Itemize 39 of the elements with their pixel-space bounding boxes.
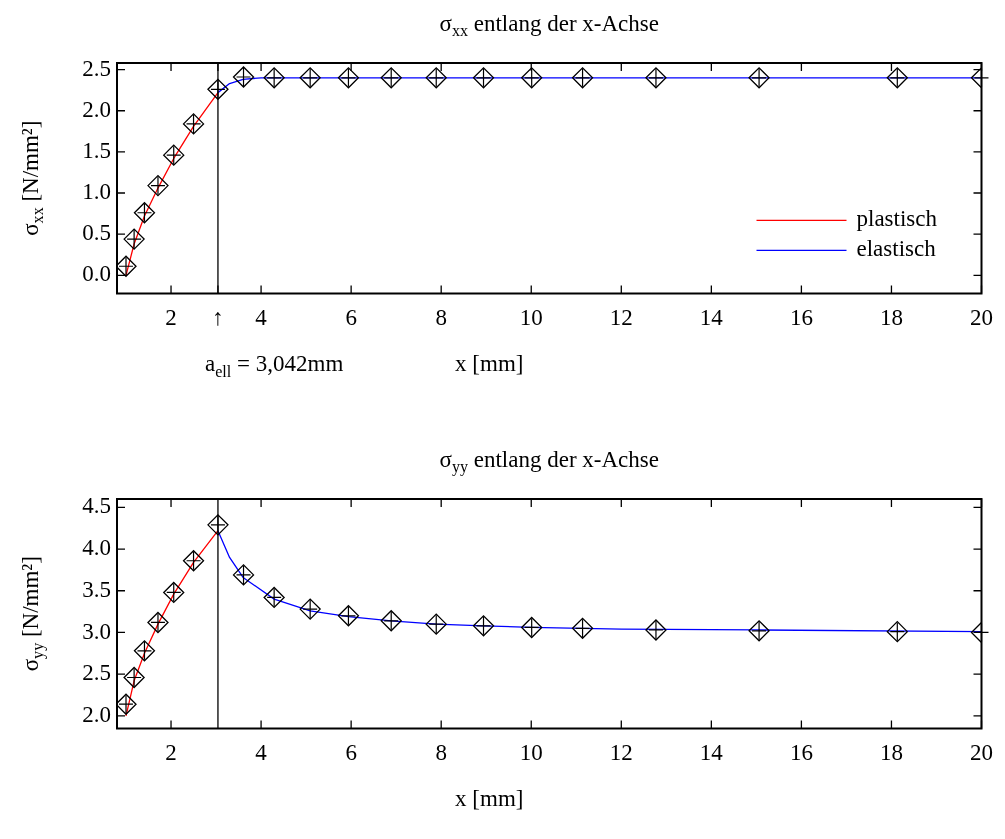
x-tick-label: 12	[609, 740, 633, 766]
y-tick-label: 2.5	[82, 55, 111, 81]
x-tick-label: 14	[699, 740, 724, 766]
x-tick-label: 20	[970, 740, 993, 766]
y-tick-label: 0.0	[82, 261, 111, 287]
x-tick-label: 12	[609, 305, 633, 331]
y-tick-label: 2.0	[82, 96, 111, 122]
x-tick-label: 8	[435, 740, 447, 766]
y-axis-title: σyy [N/mm²]	[18, 556, 48, 672]
legend-label: elastisch	[856, 236, 937, 262]
y-axis-title: σxx [N/mm²]	[18, 120, 47, 236]
y-tick-label: 3.0	[82, 618, 111, 644]
x-axis-title: x [mm]	[455, 786, 524, 812]
x-tick-label: 6	[345, 305, 357, 331]
x-tick-label: ↑	[212, 305, 224, 331]
x-tick-label: 20	[970, 305, 993, 331]
x-tick-label: 18	[879, 740, 903, 766]
x-tick-label: 16	[789, 305, 813, 331]
x-tick-label: 6	[345, 740, 357, 766]
y-tick-label: 4.5	[82, 493, 111, 519]
x-tick-label: 2	[165, 740, 177, 766]
y-tick-label: 0.5	[82, 220, 111, 246]
x-axis-title: x [mm]	[455, 351, 524, 377]
y-tick-label: 2.5	[82, 660, 111, 686]
y-tick-label: 3.5	[82, 576, 111, 602]
y-tick-label: 4.0	[82, 535, 111, 561]
x-tick-label: 8	[435, 305, 447, 331]
y-tick-label: 1.0	[82, 179, 111, 205]
x-tick-label: 18	[879, 305, 903, 331]
x-tick-label: 14	[699, 305, 724, 331]
x-tick-label: 4	[255, 740, 268, 766]
x-tick-label: 4	[255, 305, 268, 331]
x-tick-label: 10	[519, 740, 543, 766]
y-tick-label: 2.0	[82, 701, 111, 727]
x-tick-label: 10	[519, 305, 543, 331]
legend-label: plastisch	[856, 206, 938, 232]
x-tick-label: 16	[789, 740, 813, 766]
y-tick-label: 1.5	[82, 137, 111, 163]
x-tick-label: 2	[165, 305, 177, 331]
